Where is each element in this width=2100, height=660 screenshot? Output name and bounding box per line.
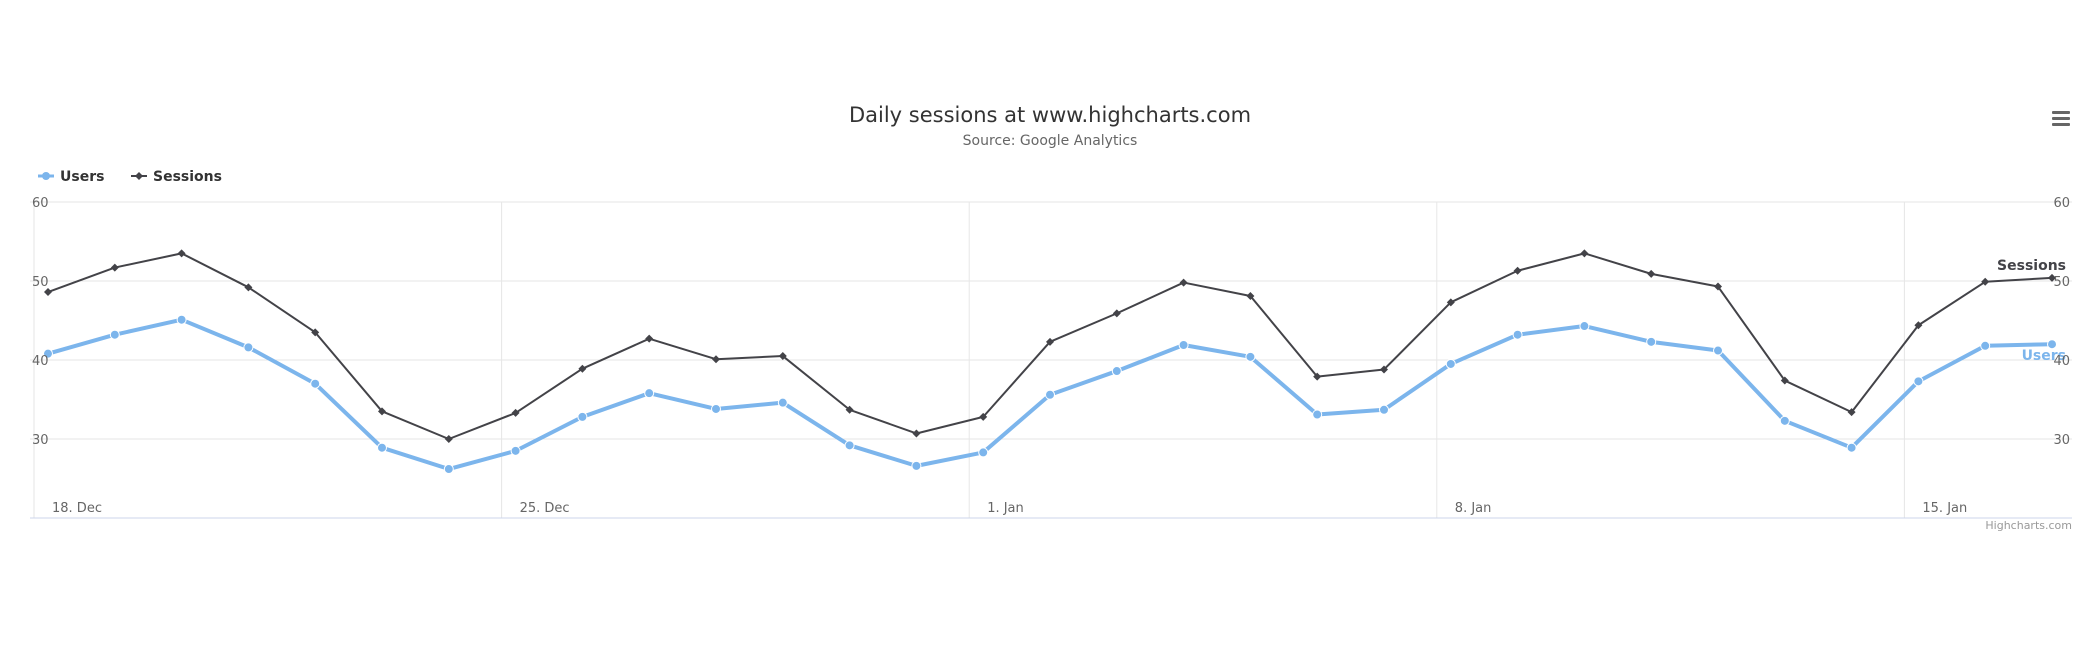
data-point[interactable] bbox=[1580, 249, 1589, 258]
data-point[interactable] bbox=[1312, 409, 1323, 420]
data-point[interactable] bbox=[1112, 309, 1121, 318]
data-point[interactable] bbox=[176, 314, 187, 325]
series-sessions: Sessions bbox=[44, 249, 2066, 443]
data-point[interactable] bbox=[1713, 345, 1723, 356]
data-point[interactable] bbox=[310, 378, 321, 389]
data-point[interactable] bbox=[177, 249, 186, 258]
data-point[interactable] bbox=[1914, 321, 1923, 330]
series-end-label: Sessions bbox=[1997, 258, 2066, 274]
data-point[interactable] bbox=[979, 412, 988, 421]
y-tick-label-right: 50 bbox=[2053, 275, 2070, 290]
data-point[interactable] bbox=[110, 263, 119, 272]
data-point[interactable] bbox=[377, 442, 387, 453]
data-point[interactable] bbox=[43, 348, 53, 359]
data-point[interactable] bbox=[1981, 277, 1990, 286]
chart-title: Daily sessions at www.highcharts.com bbox=[849, 103, 1251, 127]
data-point[interactable] bbox=[311, 328, 320, 337]
data-point[interactable] bbox=[1178, 339, 1189, 350]
data-point[interactable] bbox=[911, 460, 922, 471]
y-tick-label-right: 30 bbox=[2053, 433, 2070, 448]
data-point[interactable] bbox=[578, 364, 587, 373]
data-point[interactable] bbox=[712, 355, 720, 364]
data-point[interactable] bbox=[1513, 266, 1522, 275]
data-point[interactable] bbox=[1111, 366, 1122, 377]
data-point[interactable] bbox=[845, 405, 854, 414]
chart-subtitle: Source: Google Analytics bbox=[963, 133, 1138, 149]
x-tick-label: 18. Dec bbox=[52, 501, 102, 516]
legend-label: Sessions bbox=[153, 169, 222, 185]
data-point[interactable] bbox=[1446, 298, 1455, 307]
data-point[interactable] bbox=[1846, 442, 1857, 453]
data-point[interactable] bbox=[1980, 340, 1991, 351]
data-point[interactable] bbox=[109, 329, 120, 340]
data-point[interactable] bbox=[244, 283, 253, 292]
data-point[interactable] bbox=[444, 435, 453, 443]
legend-marker-symbol bbox=[42, 172, 50, 180]
hamburger-menu-icon[interactable] bbox=[2050, 108, 2072, 130]
data-point[interactable] bbox=[1179, 278, 1188, 287]
data-point[interactable] bbox=[1245, 351, 1256, 362]
data-point[interactable] bbox=[844, 440, 855, 451]
x-tick-label: 8. Jan bbox=[1455, 501, 1492, 516]
legend-label: Users bbox=[60, 169, 104, 185]
x-tick-label: 1. Jan bbox=[987, 501, 1024, 516]
y-tick-label-left: 60 bbox=[32, 196, 49, 211]
data-point[interactable] bbox=[1579, 321, 1590, 332]
data-point[interactable] bbox=[1445, 358, 1456, 369]
data-point[interactable] bbox=[1780, 376, 1789, 385]
data-point[interactable] bbox=[1512, 329, 1523, 340]
data-point[interactable] bbox=[1379, 404, 1389, 415]
legend-marker-symbol bbox=[135, 172, 143, 180]
data-point[interactable] bbox=[443, 464, 454, 475]
data-point[interactable] bbox=[645, 334, 654, 343]
data-point[interactable] bbox=[1045, 389, 1055, 400]
x-tick-label: 15. Jan bbox=[1922, 501, 1967, 516]
data-point[interactable] bbox=[1714, 282, 1722, 291]
data-point[interactable] bbox=[2048, 273, 2056, 282]
data-point[interactable] bbox=[577, 411, 588, 422]
legend-item-sessions[interactable]: Sessions bbox=[131, 169, 222, 185]
y-tick-label-left: 40 bbox=[32, 354, 49, 369]
y-tick-label-right: 40 bbox=[2053, 354, 2070, 369]
data-point[interactable] bbox=[378, 407, 386, 416]
y-tick-label-right: 60 bbox=[2053, 196, 2070, 211]
data-point[interactable] bbox=[1646, 336, 1657, 347]
x-tick-label: 25. Dec bbox=[520, 501, 570, 516]
data-point[interactable] bbox=[1913, 376, 1924, 387]
credits-link[interactable]: Highcharts.com bbox=[1985, 519, 2072, 532]
data-point[interactable] bbox=[1313, 372, 1322, 381]
data-point[interactable] bbox=[44, 288, 52, 297]
data-point[interactable] bbox=[778, 352, 787, 361]
grid-layer bbox=[30, 201, 2072, 519]
legend-item-users[interactable]: Users bbox=[38, 169, 104, 185]
legend: Users Sessions bbox=[38, 169, 222, 185]
data-point[interactable] bbox=[978, 447, 989, 458]
data-point[interactable] bbox=[1647, 269, 1656, 278]
y-tick-label-left: 50 bbox=[32, 275, 49, 290]
data-point[interactable] bbox=[2047, 339, 2057, 350]
data-point[interactable] bbox=[243, 342, 254, 353]
data-point[interactable] bbox=[912, 429, 921, 438]
data-point[interactable] bbox=[511, 408, 520, 417]
data-point[interactable] bbox=[1246, 292, 1255, 301]
series-users: Users bbox=[43, 314, 2066, 475]
data-point[interactable] bbox=[1046, 337, 1054, 346]
data-point[interactable] bbox=[1779, 415, 1790, 426]
axis-label-layer: 30 30 40 40 50 50 60 60 18. Dec 25. Dec 1. Jan 8. J… bbox=[32, 196, 2070, 516]
data-point[interactable] bbox=[711, 403, 721, 414]
data-point[interactable] bbox=[1847, 408, 1856, 417]
data-point[interactable] bbox=[644, 388, 655, 399]
data-point[interactable] bbox=[777, 397, 788, 408]
series-layer: Users Sessions bbox=[43, 249, 2066, 475]
data-point[interactable] bbox=[1380, 365, 1388, 374]
series-end-label: Users bbox=[2022, 348, 2066, 364]
data-point[interactable] bbox=[510, 445, 521, 456]
y-tick-label-left: 30 bbox=[32, 433, 49, 448]
